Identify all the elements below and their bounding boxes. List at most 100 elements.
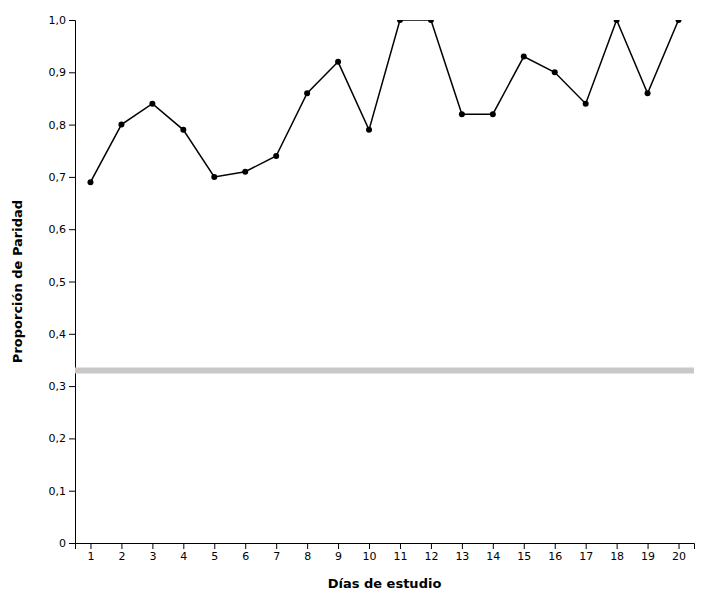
y-tick-label: 0,9 [49,66,67,79]
y-tick: 0,1 [49,485,76,498]
x-tick: 7 [273,543,280,563]
x-tick-mark [276,543,277,549]
x-tick-label: 10 [363,550,377,563]
x-tick: 15 [517,543,531,563]
x-tick-label: 15 [517,550,531,563]
y-tick-label: 0,5 [49,276,67,289]
y-tick-label: 0,2 [49,432,67,445]
y-tick-mark [69,282,75,283]
x-tick-label: 18 [610,550,624,563]
x-tick-mark [648,543,649,549]
x-tick-mark [493,543,494,549]
point [676,20,682,23]
x-tick-mark [617,543,618,549]
x-tick-mark [183,543,184,549]
y-tick-mark [69,543,75,544]
plot: 123456789101112131415161718192000,10,20,… [49,14,695,563]
y-tick-label: 0,3 [49,380,67,393]
x-tick-mark [152,543,153,549]
x-tick: 6 [242,543,249,563]
point [242,169,248,175]
x-tick-label: 1 [87,550,94,563]
x-tick-label: 2 [118,550,125,563]
x-tick-mark [462,543,463,549]
point [335,59,341,65]
x-tick-label: 11 [393,550,407,563]
data-area [75,20,694,370]
point [304,90,310,96]
x-tick: 18 [610,543,624,563]
x-tick-mark [431,543,432,549]
x-tick-mark [121,543,122,549]
x-tick: 10 [363,543,377,563]
y-tick: 1,0 [49,14,76,27]
reference-line [75,367,694,373]
x-tick-label: 5 [211,550,218,563]
y-tick: 0,9 [49,66,76,79]
x-tick: 17 [579,543,593,563]
y-tick-mark [69,334,75,335]
y-tick: 0,8 [49,119,76,132]
x-tick: 2 [118,543,125,563]
x-tick-mark [679,543,680,549]
y-tick: 0,7 [49,171,76,184]
point [459,111,465,117]
point [614,20,620,23]
y-tick-label: 0,7 [49,171,67,184]
point [87,179,93,185]
x-tick-label: 20 [672,550,686,563]
x-tick-mark [338,543,339,549]
x-tick: 4 [180,543,187,563]
x-tick-label: 9 [335,550,342,563]
x-axis-title: Días de estudio [328,576,442,591]
y-tick-label: 1,0 [49,14,67,27]
x-tick-mark [400,543,401,549]
y-tick: 0,3 [49,380,76,393]
x-tick: 20 [672,543,686,563]
x-tick-mark [214,543,215,549]
point [211,174,217,180]
x-tick-mark [524,543,525,549]
y-tick: 0,2 [49,432,76,445]
y-tick-mark [69,177,75,178]
point [149,101,155,107]
x-tick-label: 3 [149,550,156,563]
x-tick: 19 [641,543,655,563]
x-tick-label: 7 [273,550,280,563]
point [366,127,372,133]
y-axis-line [69,21,76,544]
x-tick: 8 [304,543,311,563]
x-tick-mark [369,543,370,549]
x-tick-label: 17 [579,550,593,563]
y-tick: 0 [59,537,75,550]
y-tick-mark [69,386,75,387]
point [645,90,651,96]
y-tick-label: 0,8 [49,119,67,132]
x-axis: 1234567891011121314151617181920 [76,543,695,563]
point [118,122,124,128]
x-tick-label: 4 [180,550,187,563]
x-tick-mark [307,543,308,549]
chart: 123456789101112131415161718192000,10,20,… [0,0,719,603]
x-tick: 5 [211,543,218,563]
y-axis-title: Proporción de Paridad [10,200,25,363]
y-tick-label: 0 [59,537,66,550]
x-tick: 12 [424,543,438,563]
x-tick: 14 [486,543,500,563]
x-tick-mark [555,543,556,549]
y-tick-mark [69,229,75,230]
x-tick-mark [90,543,91,549]
y-tick: 0,5 [49,276,76,289]
point [583,101,589,107]
y-tick-mark [69,491,75,492]
x-tick-label: 14 [486,550,500,563]
x-axis-line [76,544,695,550]
x-tick: 3 [149,543,156,563]
point [521,54,527,60]
y-tick-mark [69,438,75,439]
y-axis: 00,10,20,30,40,50,60,70,80,91,0 [49,14,76,550]
y-tick: 0,4 [49,328,76,341]
point [552,69,558,75]
line [90,20,678,182]
x-tick-label: 12 [424,550,438,563]
